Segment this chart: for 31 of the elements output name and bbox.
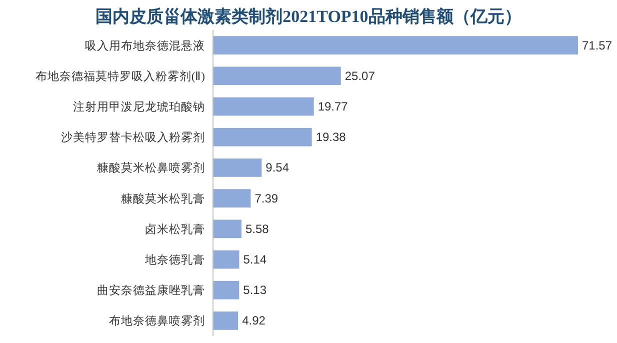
y-tick-label: 注射用甲泼尼龙琥珀酸钠 xyxy=(73,100,205,114)
data-label: 5.14 xyxy=(243,252,267,266)
y-tick-label: 糠酸莫米松鼻喷雾剂 xyxy=(97,160,205,175)
bar xyxy=(213,66,341,86)
data-label: 4.92 xyxy=(242,314,266,328)
y-tick-label: 卤米松乳膏 xyxy=(145,222,205,236)
bar xyxy=(213,312,238,330)
y-tick-label: 曲安奈德益康唑乳膏 xyxy=(97,283,205,298)
data-label: 7.39 xyxy=(254,191,278,206)
bar xyxy=(213,128,312,146)
y-tick-label: 沙美特罗替卡松吸入粉雾剂 xyxy=(61,130,205,144)
bar xyxy=(213,36,578,54)
data-label: 25.07 xyxy=(344,68,376,83)
y-tick-label: 吸入用布地奈德混悬液 xyxy=(85,38,205,52)
data-label: 19.38 xyxy=(316,130,346,144)
bar xyxy=(213,189,251,208)
bar xyxy=(213,220,242,238)
data-label: 5.13 xyxy=(243,283,267,298)
data-label: 19.77 xyxy=(318,100,348,114)
bar xyxy=(213,280,240,300)
bar xyxy=(213,97,314,116)
y-tick-label: 布地奈德鼻喷雾剂 xyxy=(109,314,205,328)
chart-title: 国内皮质甾体激素类制剂2021TOP10品种销售额（亿元） xyxy=(96,7,522,26)
data-label: 9.54 xyxy=(266,160,290,175)
y-tick-label: 糠酸莫米松乳膏 xyxy=(121,192,205,206)
data-label: 5.58 xyxy=(245,222,270,236)
data-label: 71.57 xyxy=(582,38,612,52)
bar xyxy=(213,158,262,177)
bar xyxy=(213,250,240,269)
y-tick-label: 布地奈德福莫特罗吸入粉雾剂(Ⅱ) xyxy=(35,68,206,83)
y-tick-label: 地奈德乳膏 xyxy=(144,254,205,266)
